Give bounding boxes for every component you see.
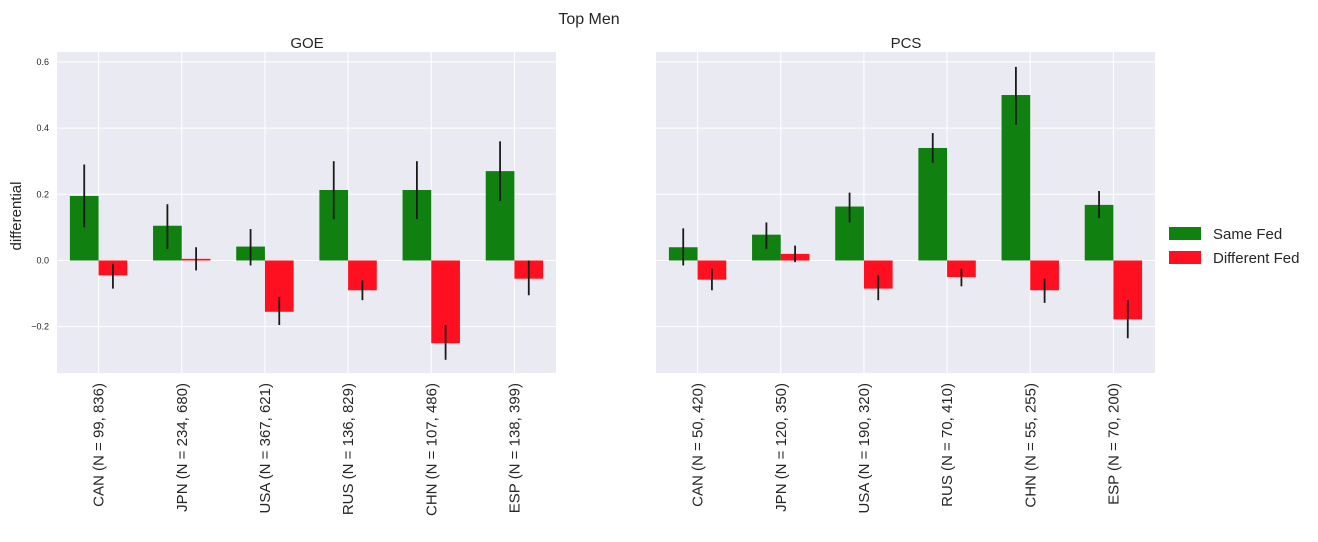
goe-plot-area <box>57 52 556 373</box>
legend-label-different-fed: Different Fed <box>1213 250 1299 267</box>
x-tick-label: USA (N = 190, 320) <box>856 383 873 514</box>
y-tick-label: 0.6 <box>36 57 49 67</box>
x-tick-label: JPN (N = 120, 350) <box>773 383 790 512</box>
x-tick-label: JPN (N = 234, 680) <box>174 383 191 512</box>
pcs-chart-title: PCS <box>891 35 922 52</box>
x-tick-label: CAN (N = 99, 836) <box>91 383 108 507</box>
x-tick-label: CHN (N = 107, 486) <box>423 383 440 516</box>
pcs-plot-area <box>656 52 1155 373</box>
y-tick-label: 0.2 <box>36 189 49 199</box>
x-tick-label: ESP (N = 70, 200) <box>1105 383 1122 505</box>
x-tick-label: CAN (N = 50, 420) <box>690 383 707 507</box>
x-tick-label: CHN (N = 55, 255) <box>1022 383 1039 508</box>
legend: Same Fed Different Fed <box>1169 226 1299 267</box>
x-tick-label: ESP (N = 138, 399) <box>506 383 523 513</box>
x-tick-label: RUS (N = 136, 829) <box>340 383 357 515</box>
goe-chart-panel: GOE differential 0.6 0.4 0.2 0.0 −0.2 CAN (N … <box>8 35 556 516</box>
goe-chart-title: GOE <box>290 35 323 52</box>
y-tick-label: −0.2 <box>31 322 49 332</box>
x-tick-label: RUS (N = 70, 410) <box>939 383 956 507</box>
y-axis-label: differential <box>8 182 25 251</box>
legend-swatch-different-fed <box>1169 251 1201 264</box>
figure-title: Top Men <box>558 11 619 28</box>
y-tick-label: 0.4 <box>36 123 49 133</box>
x-tick-label: USA (N = 367, 621) <box>257 383 274 514</box>
legend-swatch-same-fed <box>1169 227 1201 240</box>
pcs-chart-panel: PCS CAN (N = 50, 420) JPN (N = 120, 350) U… <box>656 35 1155 514</box>
pcs-bar-same-fed <box>918 147 948 261</box>
legend-label-same-fed: Same Fed <box>1213 226 1282 243</box>
y-tick-label: 0.0 <box>36 255 49 265</box>
